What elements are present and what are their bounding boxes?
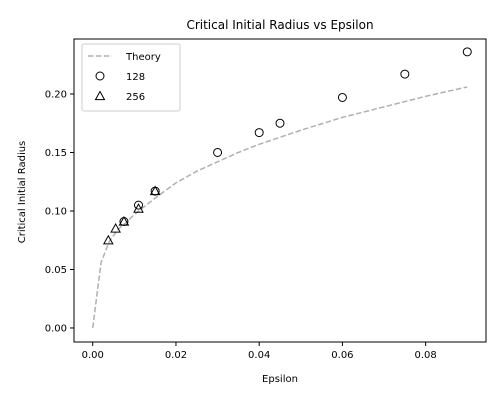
legend-label: Theory <box>125 52 161 63</box>
y-axis-label: Critical Initial Radius <box>17 141 28 244</box>
y-tick-label: 0.10 <box>45 206 67 217</box>
y-tick-label: 0.15 <box>45 148 67 159</box>
data-point-128 <box>338 93 346 101</box>
legend: Theory 128 256 <box>82 44 180 111</box>
data-point-128 <box>276 119 284 127</box>
y-tick-label: 0.05 <box>45 265 67 276</box>
theory-line <box>93 87 468 328</box>
data-point-128 <box>214 148 222 156</box>
x-tick-label: 0.08 <box>415 350 437 361</box>
data-point-128 <box>401 70 409 78</box>
x-axis-label: Epsilon <box>262 374 298 385</box>
x-tick-label: 0.02 <box>165 350 187 361</box>
y-tick-label: 0.20 <box>45 89 67 100</box>
x-tick-label: 0.06 <box>331 350 353 361</box>
y-tick-label: 0.00 <box>45 323 67 334</box>
x-tick-label: 0.04 <box>248 350 270 361</box>
legend-label: 128 <box>126 72 145 83</box>
x-tick-label: 0.00 <box>82 350 104 361</box>
chart-title: Critical Initial Radius vs Epsilon <box>186 18 373 32</box>
data-point-128 <box>255 129 263 137</box>
data-point-128 <box>463 48 471 56</box>
legend-label: 256 <box>126 92 145 103</box>
